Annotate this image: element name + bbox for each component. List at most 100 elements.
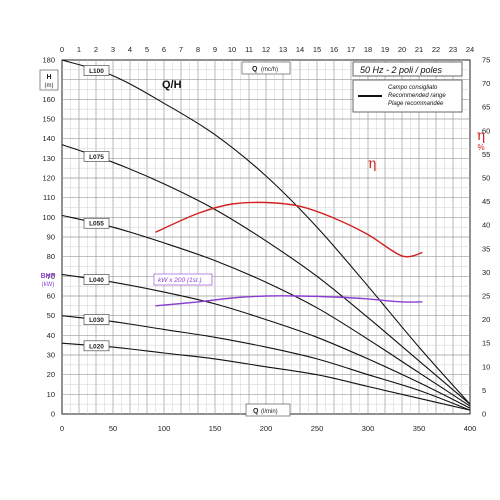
bottom-x-tick-label: 300 <box>362 424 375 433</box>
efficiency-curve <box>155 201 423 258</box>
kw-curve-label: kW x 200 (1st.) <box>158 277 202 284</box>
right-y-tick-label: 65 <box>482 103 490 112</box>
curve-l100 <box>61 59 471 405</box>
curve-label-l075: L075 <box>89 154 104 161</box>
power-curve <box>155 295 423 307</box>
right-y-tick-label: 70 <box>482 79 490 88</box>
curve-l030 <box>61 315 471 411</box>
curve-label-l100-box <box>83 65 110 76</box>
left-y-tick-label: 110 <box>43 193 55 202</box>
right-y-tick-label: 35 <box>482 244 490 253</box>
curve-label-l100: L100 <box>89 68 104 75</box>
top-x-tick-label: 23 <box>449 45 457 54</box>
top-x-tick-label: 14 <box>296 45 304 54</box>
left-y-tick-label: 180 <box>42 56 55 65</box>
curve-l020 <box>61 342 471 411</box>
grid <box>61 59 471 415</box>
top-x-tick-label: 3 <box>111 45 115 54</box>
bhp-axis-label: BHP <box>41 273 56 280</box>
top-x-tick-label: 1 <box>77 45 81 54</box>
left-y-tick-label: 120 <box>42 174 55 183</box>
left-y-tick-label: 130 <box>42 154 55 163</box>
curve-label-l040-box <box>83 274 110 285</box>
top-x-tick-label: 22 <box>432 45 440 54</box>
top-x-tick-label: 19 <box>381 45 389 54</box>
right-y-tick-label: 55 <box>482 150 490 159</box>
curve-label-l075-box <box>83 151 110 162</box>
top-x-tick-label: 17 <box>347 45 355 54</box>
curve-label-l040: L040 <box>89 277 104 284</box>
curve-label-l030: L030 <box>89 317 104 324</box>
bottom-x-tick-label: 400 <box>464 424 477 433</box>
bottom-x-tick-label: 50 <box>109 424 117 433</box>
top-x-tick-label: 6 <box>162 45 166 54</box>
curve-l055 <box>61 214 471 407</box>
curve-l075 <box>61 144 471 405</box>
top-x-tick-label: 8 <box>196 45 200 54</box>
kw-label-box <box>153 273 213 286</box>
top-x-tick-label: 10 <box>228 45 236 54</box>
frequency-box <box>352 61 463 77</box>
right-y-tick-label: 30 <box>482 268 490 277</box>
top-x-tick-label: 18 <box>364 45 372 54</box>
curve-label-l020: L020 <box>89 343 104 350</box>
left-y-tick-label: 150 <box>42 115 55 124</box>
tick-labels: 0 1 2 3 4 5 6 7 8 9 10 11 12 13 14 15 16 17 18 19 20 21 22 23 24… <box>42 45 490 433</box>
q-bottom-box <box>245 403 291 417</box>
eta-curve-label: η <box>368 156 376 172</box>
legend-line-3: Plage recommandée <box>388 101 444 107</box>
top-x-tick-label: 15 <box>313 45 321 54</box>
top-x-tick-label: 16 <box>330 45 338 54</box>
bottom-x-tick-label: 100 <box>158 424 171 433</box>
chart-title: Q/H <box>162 79 182 91</box>
right-y-tick-label: 15 <box>482 339 490 348</box>
left-y-tick-label: 0 <box>51 410 55 419</box>
curves <box>61 59 471 411</box>
h-axis-label: H <box>46 74 51 81</box>
q-top-unit: (mc/h) <box>261 67 278 73</box>
right-y-tick-label: 25 <box>482 292 490 301</box>
top-x-tick-label: 20 <box>398 45 406 54</box>
right-y-tick-label: 10 <box>482 362 490 371</box>
bhp-axis-unit: (kW) <box>42 282 55 288</box>
top-x-tick-label: 7 <box>179 45 183 54</box>
bottom-x-tick-label: 250 <box>311 424 324 433</box>
right-y-tick-label: 0 <box>482 410 486 419</box>
bottom-x-tick-label: 350 <box>413 424 426 433</box>
left-y-tick-label: 160 <box>42 95 55 104</box>
legend-line-1: Campo consigliato <box>388 85 438 91</box>
curve-l040 <box>61 273 471 409</box>
left-y-tick-label: 50 <box>47 311 55 320</box>
frequency-note: 50 Hz - 2 poli / poles <box>360 65 443 75</box>
left-y-tick-label: 60 <box>47 292 55 301</box>
h-axis-box <box>39 69 59 91</box>
eta-axis-symbol: η <box>477 128 485 144</box>
top-x-tick-label: 9 <box>213 45 217 54</box>
bottom-x-tick-label: 0 <box>60 424 64 433</box>
right-y-tick-label: 60 <box>482 126 490 135</box>
bottom-x-tick-label: 150 <box>209 424 222 433</box>
right-y-tick-label: 75 <box>482 56 490 65</box>
top-x-tick-label: 5 <box>145 45 149 54</box>
top-x-tick-label: 21 <box>415 45 423 54</box>
curve-labels: L100 L075 L055 L040 L030 L020 <box>83 65 110 352</box>
curve-label-l055-box <box>83 217 110 229</box>
right-y-tick-label: 45 <box>482 197 490 206</box>
left-y-tick-label: 20 <box>47 370 55 379</box>
right-y-tick-label: 50 <box>482 174 490 183</box>
q-top-box <box>241 61 291 75</box>
left-y-tick-label: 40 <box>47 331 55 340</box>
curve-label-l030-box <box>83 314 110 325</box>
left-y-tick-label: 100 <box>42 213 55 222</box>
top-x-tick-label: 4 <box>128 45 132 54</box>
left-y-tick-label: 30 <box>47 351 55 360</box>
right-y-tick-label: 20 <box>482 315 490 324</box>
left-y-tick-label: 70 <box>47 272 55 281</box>
top-x-tick-label: 12 <box>262 45 270 54</box>
eta-axis-unit: % <box>477 143 484 152</box>
top-x-tick-label: 13 <box>279 45 287 54</box>
left-y-tick-label: 90 <box>47 233 55 242</box>
q-top-label: Q <box>252 66 258 73</box>
right-y-tick-label: 40 <box>482 221 490 230</box>
